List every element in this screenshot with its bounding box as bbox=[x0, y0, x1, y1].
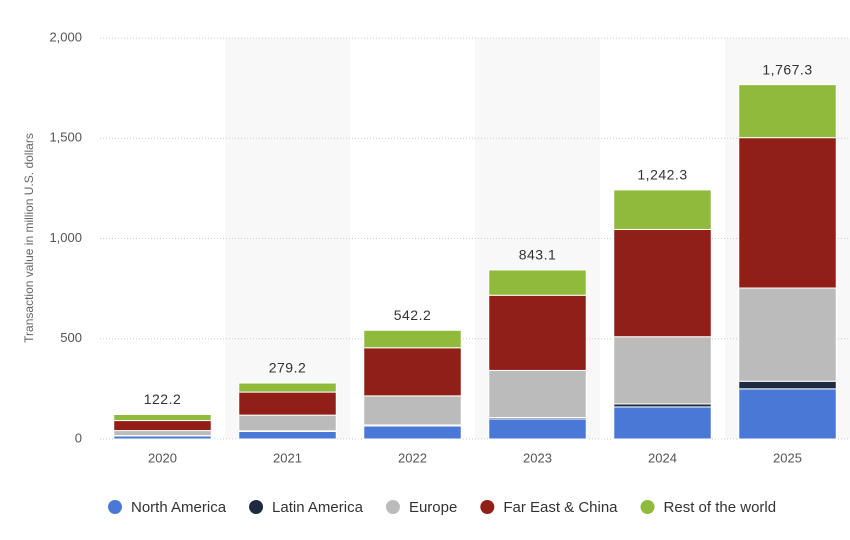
bar-segment bbox=[113, 413, 212, 422]
legend-label: Europe bbox=[409, 499, 457, 516]
bar-segment bbox=[363, 347, 462, 397]
bar-segment bbox=[488, 418, 587, 440]
bar-segment bbox=[238, 382, 337, 393]
bar-segment bbox=[488, 269, 587, 296]
legend-marker bbox=[108, 500, 122, 514]
bar-segment bbox=[488, 369, 587, 419]
bar-segment bbox=[738, 137, 837, 289]
total-label: 1,767.3 bbox=[762, 61, 812, 77]
bar-segment bbox=[613, 228, 712, 338]
legend-label: Far East & China bbox=[503, 499, 618, 516]
legend-label: Latin America bbox=[272, 499, 364, 516]
legend-marker bbox=[249, 500, 264, 514]
bar-segment bbox=[238, 430, 337, 440]
total-label: 1,242.3 bbox=[637, 167, 687, 183]
legend-marker bbox=[640, 500, 655, 514]
bar-segment bbox=[363, 329, 462, 349]
x-tick-label: 2023 bbox=[523, 450, 552, 465]
x-tick-label: 2024 bbox=[648, 450, 677, 465]
bar-segment bbox=[738, 388, 837, 440]
bar-segment bbox=[738, 287, 837, 382]
band-background bbox=[225, 38, 350, 439]
y-tick-label: 1,000 bbox=[49, 230, 82, 245]
bar-segment bbox=[613, 336, 712, 405]
bar-segment bbox=[363, 395, 462, 426]
bar-segment bbox=[613, 406, 712, 440]
bar-segment bbox=[113, 420, 212, 432]
bar-segment bbox=[488, 294, 587, 371]
legend-label: North America bbox=[131, 499, 227, 516]
bar-segment bbox=[738, 84, 837, 139]
x-tick-label: 2021 bbox=[273, 450, 302, 465]
total-label: 542.2 bbox=[394, 307, 432, 323]
y-tick-label: 500 bbox=[60, 330, 82, 345]
y-tick-label: 1,500 bbox=[49, 130, 82, 145]
x-tick-label: 2022 bbox=[398, 450, 427, 465]
x-tick-label: 2020 bbox=[148, 450, 177, 465]
bar-segment bbox=[238, 414, 337, 432]
bar-segment bbox=[613, 189, 712, 230]
bar-segment bbox=[738, 380, 837, 390]
y-tick-label: 0 bbox=[75, 430, 82, 445]
bar-segment bbox=[238, 391, 337, 416]
legend-marker bbox=[385, 500, 400, 514]
bar-segment bbox=[113, 430, 212, 437]
total-label: 122.2 bbox=[144, 391, 182, 407]
y-axis-label: Transaction value in million U.S. dollar… bbox=[22, 133, 36, 343]
legend-label: Rest of the world bbox=[664, 499, 777, 516]
total-label: 279.2 bbox=[269, 360, 307, 376]
y-tick-label: 2,000 bbox=[49, 29, 82, 44]
total-label: 843.1 bbox=[519, 247, 557, 263]
bar-segment bbox=[363, 425, 462, 440]
x-tick-label: 2025 bbox=[773, 450, 802, 465]
legend-marker bbox=[480, 500, 495, 514]
